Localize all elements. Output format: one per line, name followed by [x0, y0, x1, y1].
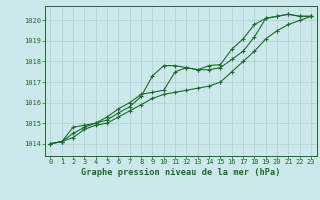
X-axis label: Graphe pression niveau de la mer (hPa): Graphe pression niveau de la mer (hPa) — [81, 168, 281, 177]
